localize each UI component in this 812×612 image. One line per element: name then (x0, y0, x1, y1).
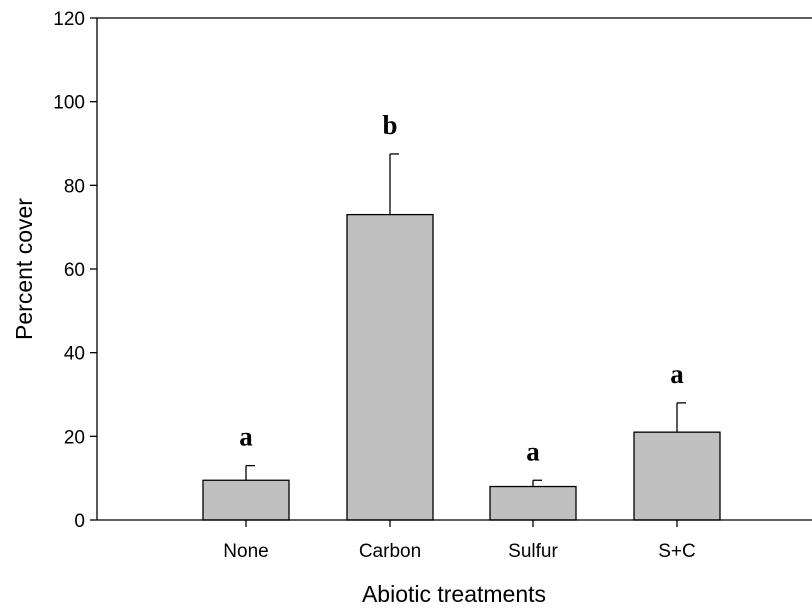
x-axis-title: Abiotic treatments (362, 581, 546, 607)
bars (202, 213, 721, 521)
y-tick-label: 40 (64, 344, 85, 365)
error-bars (245, 153, 686, 487)
y-tick-label: 120 (53, 9, 85, 30)
significance-letters: a b a a (239, 110, 684, 466)
bar-carbon (346, 213, 434, 521)
y-tick-label: 0 (74, 511, 85, 532)
x-tick-label: Sulfur (508, 541, 558, 562)
significance-letter: a (239, 422, 253, 452)
y-axis-ticks: 0 20 40 60 80 100 120 (53, 9, 97, 532)
x-tick-label: None (223, 541, 268, 562)
y-tick-label: 100 (53, 93, 85, 114)
y-axis-title: Percent cover (11, 198, 37, 340)
x-tick-label: Carbon (359, 541, 421, 562)
bar-sulfur (489, 485, 577, 521)
x-tick-label: S+C (658, 541, 696, 562)
significance-letter: a (670, 359, 684, 389)
bar-s-c (633, 431, 721, 521)
bar-none (202, 479, 290, 521)
significance-letter: b (382, 110, 397, 140)
y-tick-label: 20 (64, 427, 85, 448)
y-tick-label: 80 (64, 176, 85, 197)
x-axis-ticks: None Carbon Sulfur S+C (223, 520, 696, 562)
significance-letter: a (526, 436, 540, 466)
y-tick-label: 60 (64, 260, 85, 281)
